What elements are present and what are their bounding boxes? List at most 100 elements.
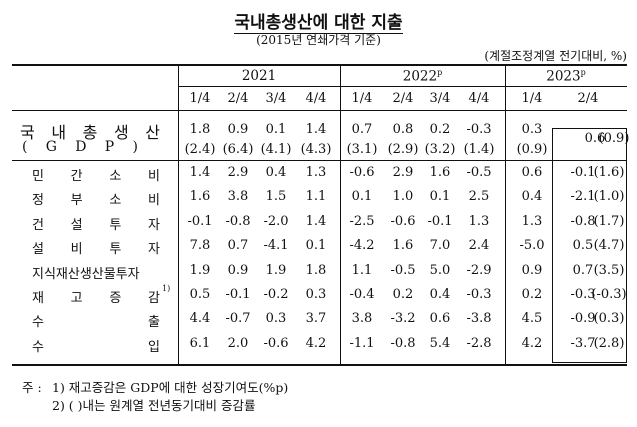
label-char: 생 <box>113 123 129 142</box>
table-cell-value: 1.0 <box>392 189 414 205</box>
gdp-yoy-value: (4.1) <box>260 142 292 157</box>
label-char: 설 <box>70 217 83 233</box>
gdp-yoy-value: (2.4) <box>184 142 216 157</box>
label-char: 소 <box>109 193 122 209</box>
table-cell-value: -0.6 <box>263 335 289 351</box>
table-cell-value: 0.7 <box>572 262 594 278</box>
year-label: 2022 <box>402 68 438 85</box>
table-cell-yoy: (1.7) <box>593 213 625 229</box>
gdp-yoy-value: (4.3) <box>300 142 332 157</box>
table-cell-value: -0.6 <box>349 165 375 180</box>
table-cell-yoy: (3.5) <box>593 262 625 278</box>
table-cell-value: 3.8 <box>227 189 249 205</box>
label-char: 간 <box>70 169 83 184</box>
label-char: 입 <box>148 339 160 355</box>
table-cell-value: 0.1 <box>429 189 451 205</box>
table-cell-value: -2.9 <box>466 262 492 278</box>
table-cell-value: 1.6 <box>392 238 414 254</box>
label-char: ) <box>132 139 138 155</box>
table-cell-value: 1.8 <box>305 262 327 278</box>
gdp-yoy-value: (6.4) <box>222 142 254 157</box>
table-cell-value: 0.2 <box>521 287 543 302</box>
table-cell-value: 4.2 <box>305 335 327 351</box>
table-cell-value: -0.7 <box>225 311 251 327</box>
label-char: ( <box>22 139 28 155</box>
table-cell-value: -0.2 <box>263 287 289 302</box>
gdp-value: 0.1 <box>265 122 287 137</box>
label-char: 소 <box>109 169 122 184</box>
table-cell-value: 1.4 <box>305 213 327 229</box>
table-cell-value: 1.6 <box>189 189 211 205</box>
table-cell-value: 1.3 <box>305 165 327 180</box>
gdp-rule <box>12 160 627 161</box>
label-char: 감 <box>148 291 160 306</box>
quarter-header: 3/4 <box>265 91 287 106</box>
table-cell-value: -3.7 <box>570 335 596 351</box>
table-cell-value: 1.6 <box>429 165 451 180</box>
quarter-header: 4/4 <box>305 91 327 106</box>
gdp-yoy-value: (2.9) <box>387 142 419 157</box>
table-cell-value: -0.4 <box>349 287 375 302</box>
table-cell-value: 0.3 <box>265 311 287 327</box>
label-char: 부 <box>70 193 83 209</box>
table-cell-value: -0.8 <box>570 213 596 229</box>
table-cell-value: -3.2 <box>390 311 416 327</box>
label-char: 증 <box>109 291 122 306</box>
gdp-value: 0.3 <box>521 122 543 137</box>
label-char: 수 <box>32 315 44 331</box>
year-divider-2021 <box>340 64 341 364</box>
quarter-header: 2/4 <box>577 91 599 106</box>
table-cell-value: -0.9 <box>570 311 596 327</box>
table-cell-value: -0.1 <box>427 213 453 229</box>
label-char: 자 <box>148 242 160 258</box>
gdp-yoy-value: (1.4) <box>463 142 495 157</box>
year-header: 2023p <box>505 68 627 85</box>
gdp-yoy-value: (3.2) <box>424 142 456 157</box>
gdp-yoy-value: (0.9) <box>516 142 548 157</box>
year-label: 2021 <box>241 68 277 84</box>
table-cell-value: 0.9 <box>227 262 249 278</box>
table-cell-value: 7.0 <box>429 238 451 254</box>
table-cell-value: -0.8 <box>225 213 251 229</box>
year-divider-2022 <box>505 64 506 364</box>
table-cell-yoy: (1.6) <box>593 165 625 180</box>
label-char: 투 <box>109 217 122 233</box>
table-cell-value: -4.2 <box>349 238 375 254</box>
gdp-value: 0.6 <box>584 131 606 146</box>
gdp-value: 1.4 <box>305 122 327 137</box>
table-cell-value: -0.5 <box>390 262 416 278</box>
label-char: 내 <box>51 123 67 142</box>
table-cell-value: 0.1 <box>351 189 373 205</box>
gdp-row-sublabel: (G D P) <box>22 139 138 155</box>
quarter-header: 3/4 <box>429 91 451 106</box>
year-label: 2023 <box>546 68 581 85</box>
footnote-marker: 1) <box>162 284 171 293</box>
table-cell-value: -1.1 <box>349 335 375 351</box>
table-cell-value: 2.0 <box>227 335 249 351</box>
table-cell-value: 0.5 <box>572 238 594 254</box>
table-cell-value: -2.0 <box>263 213 289 229</box>
table-cell-value: 5.0 <box>429 262 451 278</box>
table-cell-value: 3.8 <box>351 311 373 327</box>
year-header: 2022p <box>340 68 505 85</box>
label-char: P <box>104 139 115 155</box>
table-cell-value: 1.1 <box>305 189 327 205</box>
preliminary-marker: p <box>580 68 586 77</box>
gdp-value: 0.9 <box>227 122 249 137</box>
table-cell-value: 6.1 <box>189 335 211 351</box>
label-char: 자 <box>148 217 160 233</box>
footnote-prefix: 주 : <box>22 380 42 395</box>
table-cell-value: -3.8 <box>466 311 492 327</box>
table-cell-value: 4.4 <box>189 311 211 327</box>
table-cell-value: 1.5 <box>265 189 287 205</box>
preliminary-marker: p <box>437 68 443 77</box>
table-bottom-rule <box>12 364 627 366</box>
gdp-yoy-value: (3.1) <box>346 142 378 157</box>
table-cell-value: 4.5 <box>521 311 543 327</box>
table-cell-value: 0.2 <box>392 287 414 302</box>
unit-label: (계절조정계열 전기대비, %) <box>484 49 627 63</box>
